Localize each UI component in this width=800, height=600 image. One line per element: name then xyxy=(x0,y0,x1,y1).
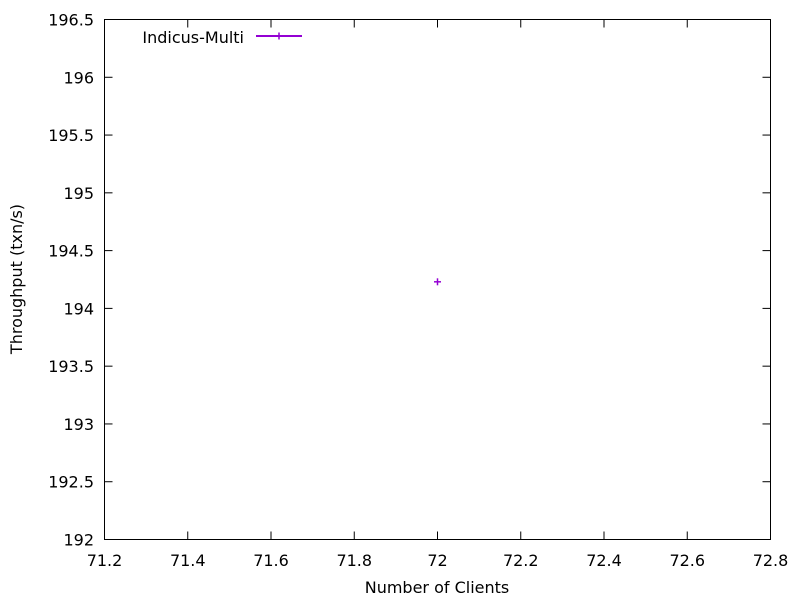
y-tick-label: 195.5 xyxy=(48,126,94,145)
y-tick-label: 195 xyxy=(63,184,94,203)
x-tick-label: 72.2 xyxy=(503,551,539,570)
legend-marker-plus xyxy=(275,32,283,40)
y-tick-label: 196.5 xyxy=(48,11,94,30)
y-tick-label: 196 xyxy=(63,68,94,87)
x-axis-ticks: 71.2 71.4 71.6 71.8 72 72.2 72.4 72.6 72.8 xyxy=(87,19,789,570)
x-tick-label: 71.2 xyxy=(87,551,123,570)
x-axis-label: Number of Clients xyxy=(365,578,510,597)
x-tick-label: 72.4 xyxy=(586,551,622,570)
y-tick-label: 194.5 xyxy=(48,242,94,261)
legend-entry-label: Indicus-Multi xyxy=(142,28,244,47)
y-tick-label: 193 xyxy=(63,415,94,434)
legend: Indicus-Multi xyxy=(142,28,302,47)
x-tick-label: 72 xyxy=(427,551,447,570)
y-tick-label: 192.5 xyxy=(48,473,94,492)
y-axis-label: Throughput (txn/s) xyxy=(7,204,26,355)
x-tick-label: 71.8 xyxy=(336,551,372,570)
data-points xyxy=(434,278,441,286)
x-tick-label: 71.6 xyxy=(253,551,289,570)
y-tick-label: 192 xyxy=(63,531,94,550)
x-tick-label: 72.6 xyxy=(669,551,705,570)
x-tick-label: 72.8 xyxy=(753,551,789,570)
y-tick-label: 194 xyxy=(63,299,94,318)
y-axis-ticks: 192 192.5 193 193.5 194 194.5 195 195.5 196 196.5 xyxy=(48,11,771,550)
data-point xyxy=(434,278,441,286)
y-tick-label: 193.5 xyxy=(48,357,94,376)
legend-plus-marker xyxy=(275,32,283,40)
x-tick-label: 71.4 xyxy=(170,551,206,570)
